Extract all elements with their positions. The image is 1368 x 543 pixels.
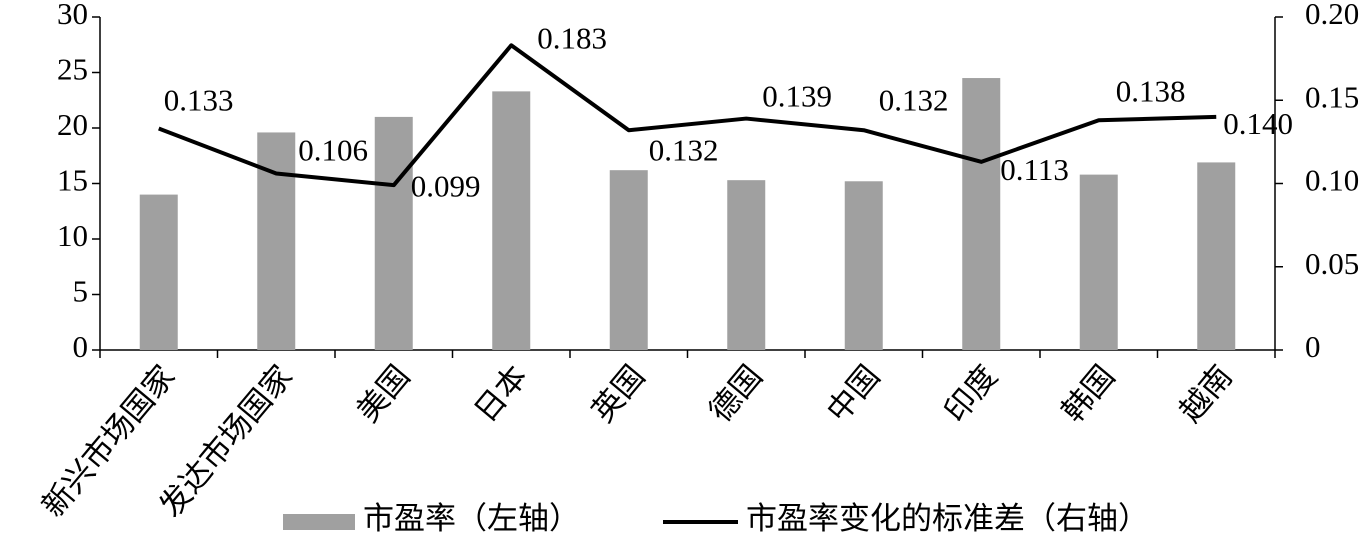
x-tick-label: 越南	[1172, 359, 1239, 429]
y2-tick-label: 0	[1305, 329, 1321, 364]
data-label: 0.140	[1223, 106, 1293, 141]
y-tick-label: 5	[73, 274, 89, 309]
bar	[492, 91, 531, 351]
bar	[844, 181, 883, 350]
legend-label: 市盈率（左轴）	[363, 501, 580, 536]
data-label: 0.113	[1000, 152, 1069, 187]
y2-tick-label: 0.05	[1305, 246, 1359, 281]
bar	[609, 170, 648, 350]
bar	[374, 116, 413, 351]
bar	[257, 132, 296, 350]
data-label: 0.183	[537, 20, 607, 55]
y-tick-label: 30	[57, 0, 88, 31]
x-tick-label: 印度	[937, 359, 1004, 429]
y-tick-label: 25	[57, 52, 88, 87]
data-label: 0.133	[164, 83, 234, 118]
x-tick-label: 德国	[702, 359, 769, 429]
data-label: 0.132	[879, 82, 949, 117]
bar	[727, 180, 766, 350]
legend-swatch	[283, 514, 355, 530]
y-tick-label: 20	[57, 107, 88, 142]
bar	[139, 194, 178, 350]
y-tick-label: 15	[57, 163, 88, 198]
x-tick-label: 韩国	[1055, 359, 1122, 429]
y2-tick-label: 0.20	[1305, 0, 1359, 31]
line	[158, 43, 1217, 188]
legend-label: 市盈率变化的标准差（右轴）	[746, 501, 1149, 536]
x-tick-label: 中国	[820, 359, 887, 429]
y2-tick-label: 0.10	[1305, 163, 1359, 198]
y-tick-label: 0	[73, 329, 89, 364]
data-label: 0.132	[649, 132, 719, 167]
x-tick-label: 英国	[585, 359, 652, 429]
bar	[962, 78, 1001, 351]
data-label: 0.106	[298, 133, 368, 168]
bar	[1079, 174, 1118, 350]
data-label: 0.138	[1116, 73, 1186, 108]
data-label: 0.139	[762, 79, 832, 114]
y2-tick-label: 0.15	[1305, 79, 1359, 114]
x-tick-label: 日本	[467, 359, 534, 429]
data-label: 0.099	[411, 168, 481, 203]
bar	[1197, 162, 1236, 350]
x-tick-label: 美国	[350, 359, 417, 429]
y-tick-label: 10	[57, 218, 88, 253]
